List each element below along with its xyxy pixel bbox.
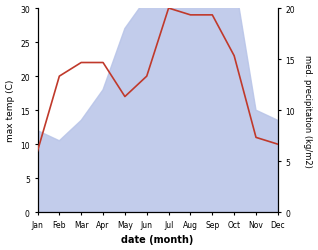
X-axis label: date (month): date (month) [121, 234, 194, 244]
Y-axis label: max temp (C): max temp (C) [5, 80, 15, 142]
Y-axis label: med. precipitation (kg/m2): med. precipitation (kg/m2) [303, 54, 313, 167]
